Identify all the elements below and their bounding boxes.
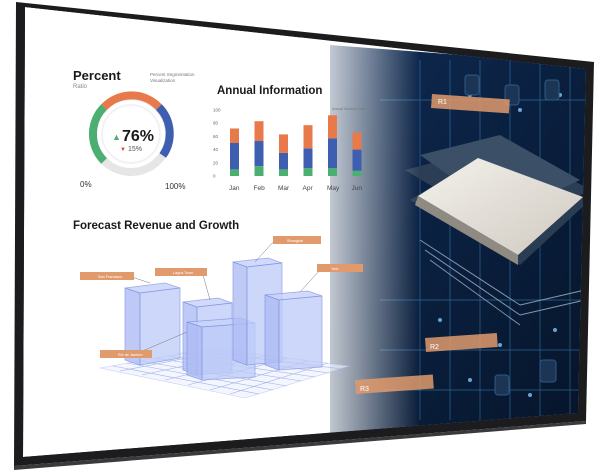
bar-shanghai [232,257,283,366]
svg-text:R2: R2 [430,344,439,351]
forecast-3d-bars [124,257,323,381]
gauge-segment-blue [155,104,174,158]
tag-shanghai: Shanghai [273,236,321,244]
percent-main-value: 76% [122,128,154,145]
svg-text:San Francisco: San Francisco [98,275,122,279]
bar-may-segment-2 [328,115,337,139]
monitor-bottom-edge [14,421,586,470]
svg-text:Lagos Town: Lagos Town [173,271,193,275]
chip-tag-r3: R3 [355,374,434,394]
svg-text:York: York [331,267,339,271]
bar-mar-segment-2 [279,134,288,153]
bar-san-francisco [124,282,181,366]
svg-text:R3: R3 [360,386,369,393]
y-tick-label: 100 [213,108,221,113]
percent-title: Percent [73,68,121,83]
annual-y-axis: 100 80 60 40 20 0 [213,108,221,179]
bar-york [264,290,323,371]
bar-jun-segment-2 [352,132,362,150]
y-tick-label: 20 [213,160,219,165]
bar-jan-segment-0 [230,169,239,176]
x-tick-label: Jun [352,185,363,192]
annual-x-axis: Jan Feb Mar Apr May Jun [229,185,362,192]
gauge-segment-green [88,104,108,164]
chip-tag-r1: R1 [431,93,510,114]
bar-jun-segment-1 [352,149,362,171]
y-tick-label: 40 [213,147,219,152]
y-tick-label: 60 [213,134,219,139]
bar-mar-segment-1 [279,152,288,170]
bar-feb-segment-2 [254,121,264,142]
x-tick-label: Feb [254,185,266,192]
bar-may-segment-1 [328,138,337,169]
screen: Percent Ratio Percent Segmentation Visua… [23,7,586,457]
x-tick-label: Jan [229,185,240,192]
percent-max-label: 100% [165,182,185,191]
percent-side-note-2: Visualization [150,78,176,83]
percent-subtitle: Ratio [73,84,88,90]
percent-min-label: 0% [80,180,92,189]
bar-feb-segment-1 [254,141,264,167]
bar-feb-segment-0 [254,166,264,176]
bar-apr-segment-2 [303,125,313,149]
svg-text:Rio de Janeiro: Rio de Janeiro [118,353,142,357]
annual-title: Annual Information [217,85,322,97]
annual-panel: Annual Information Annual Stacked Data 1… [213,85,365,192]
tag-san-francisco: San Francisco [80,272,134,280]
tag-york: York [317,264,363,272]
bar-apr-segment-1 [303,148,313,169]
bar-may-segment-0 [328,168,337,176]
forecast-leader-lines [131,239,321,353]
forecast-title: Forecast Revenue and Growth [73,220,239,232]
forecast-panel: Forecast Revenue and Growth [73,220,363,399]
gauge-segment-orange [101,91,162,111]
bar-mar-segment-0 [279,169,288,176]
x-tick-label: May [327,185,340,192]
chip-tag-r2: R2 [425,332,498,352]
bar-apr-segment-0 [303,168,313,176]
percent-sub-value: 15% [128,146,142,153]
annual-legend-note: Annual Stacked Data [332,107,365,111]
bar-jan-segment-1 [230,143,239,170]
bar-jun-segment-0 [352,170,362,176]
bar-jan-segment-2 [230,128,239,143]
x-tick-label: Mar [278,185,290,192]
svg-text:R1: R1 [438,99,447,106]
tag-rio-de-janeiro: Rio de Janeiro [100,350,152,358]
percent-side-note-1: Percent Segmentation [150,72,195,77]
percent-panel: Percent Ratio Percent Segmentation Visua… [73,68,195,191]
y-tick-label: 80 [213,121,219,126]
up-arrow-icon: ▲ [112,132,121,142]
down-arrow-icon: ▼ [120,147,126,153]
annual-bars [230,115,362,176]
tag-lagos-town: Lagos Town [155,268,207,276]
svg-text:Shanghai: Shanghai [287,239,303,243]
y-tick-label: 0 [213,174,216,179]
x-tick-label: Apr [303,185,314,192]
percent-gauge [88,91,174,176]
